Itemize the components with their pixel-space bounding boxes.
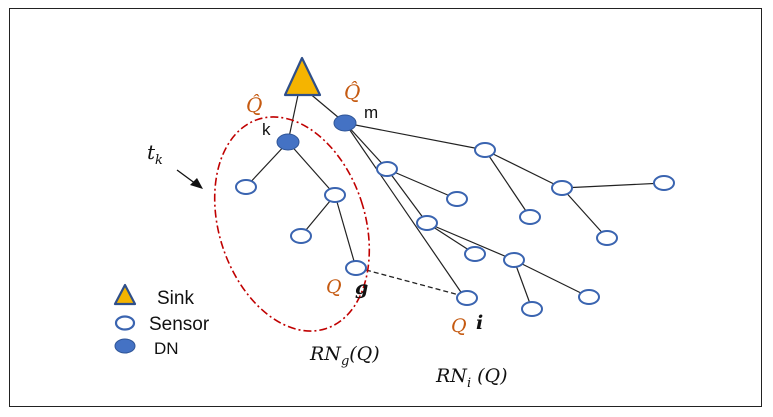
sensor-node xyxy=(376,161,398,177)
sensor-node xyxy=(464,246,486,262)
sensor-node xyxy=(551,180,573,196)
sink-triangle xyxy=(283,56,322,97)
sensor-nodes xyxy=(235,142,675,317)
sensor-node xyxy=(519,209,541,225)
legend-sink-label: Sink xyxy=(157,288,194,309)
rn-i-label: RNi (Q) xyxy=(435,365,508,391)
q-hat-k-label: Q̂ xyxy=(246,93,262,117)
cluster-ellipse-t-k xyxy=(213,116,371,332)
sensor-node-g xyxy=(345,260,367,276)
g-label: g xyxy=(355,277,368,299)
sensor-node xyxy=(578,289,600,305)
sensor-node-i xyxy=(456,290,478,306)
sensor-node xyxy=(416,215,438,231)
sensor-node xyxy=(503,252,525,268)
edge-e-h xyxy=(561,187,608,239)
q-g-label: Q xyxy=(326,276,342,298)
edge-i-k xyxy=(513,259,590,298)
edge-m-a xyxy=(344,122,486,151)
sensor-node xyxy=(596,230,618,246)
sensor-node xyxy=(474,142,496,158)
sensor-node xyxy=(324,187,346,203)
q-i-label: Q xyxy=(451,315,467,337)
dashed-link-g-i xyxy=(365,269,464,297)
t-k-label: tk xyxy=(147,140,163,168)
edge-m-c xyxy=(344,122,466,299)
edge-e-g xyxy=(561,182,665,189)
edge-b-c xyxy=(386,168,458,200)
legend-sink-icon xyxy=(113,283,137,306)
edge-d-i xyxy=(426,222,515,261)
rn-g-label: RNg(Q) xyxy=(309,343,380,369)
legend-sensor-label: Sensor xyxy=(149,314,210,335)
sensor-node xyxy=(290,228,312,244)
legend: Sink Sensor DN xyxy=(113,283,210,358)
dn-node-k xyxy=(276,133,300,151)
m-label: m xyxy=(364,103,378,122)
sensor-node xyxy=(235,179,257,195)
edge-k-mid xyxy=(287,141,336,196)
edge-mid-g xyxy=(334,194,357,269)
sensor-node xyxy=(446,191,468,207)
t-k-arrow xyxy=(176,169,203,189)
legend-dn-label: DN xyxy=(154,339,179,358)
diagram-frame xyxy=(9,8,762,407)
edge-a-e xyxy=(484,149,563,189)
sensor-node xyxy=(521,301,543,317)
i-label: i xyxy=(476,312,483,334)
legend-sensor-icon xyxy=(114,315,136,331)
edge-m-b xyxy=(344,122,388,170)
k-label: k xyxy=(262,120,271,139)
sensor-node xyxy=(653,175,675,191)
legend-dn-icon xyxy=(114,338,136,354)
edge-b-d xyxy=(386,168,428,224)
edge-k-left xyxy=(245,141,289,188)
dn-node-m xyxy=(333,114,357,132)
q-hat-m-label: Q̂ xyxy=(344,80,360,104)
edge-a-f xyxy=(484,149,531,218)
edge-i-l xyxy=(513,259,533,310)
